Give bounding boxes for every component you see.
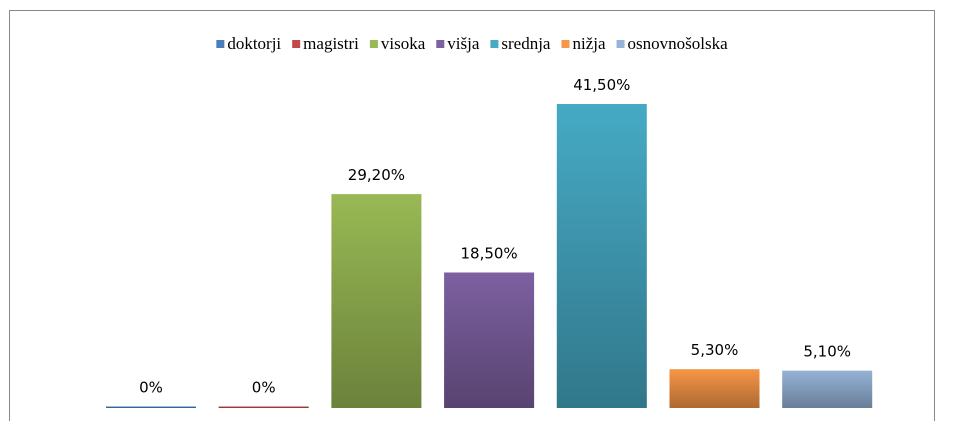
bar-shading: [444, 272, 535, 408]
legend-label: magistri: [303, 34, 359, 53]
bar-shading: [331, 194, 422, 408]
legend-swatch: [436, 40, 445, 48]
legend-label: visoka: [381, 34, 426, 53]
data-label: 0%: [139, 379, 163, 397]
legend-swatch: [561, 40, 570, 48]
legend-swatch: [292, 40, 301, 48]
bar-shading: [218, 406, 309, 408]
data-label: 29,20%: [348, 166, 405, 184]
legend-label: višja: [447, 34, 480, 53]
legend-swatch: [369, 40, 378, 48]
data-label: 41,50%: [573, 76, 630, 94]
bar-shading: [556, 104, 647, 408]
legend-label: nižja: [572, 34, 605, 53]
legend-label: srednja: [501, 34, 551, 53]
legend-swatch: [216, 40, 225, 48]
bar-shading: [669, 369, 760, 408]
legend-label: doktorji: [227, 34, 281, 53]
legend-swatch: [616, 40, 625, 48]
data-label: 5,10%: [803, 343, 851, 361]
bar-shading: [106, 406, 196, 408]
bar-shading: [782, 370, 873, 408]
legend-label: osnovnošolska: [628, 34, 729, 53]
data-label: 18,50%: [460, 244, 517, 262]
legend-swatch: [490, 40, 499, 48]
data-label: 5,30%: [691, 341, 739, 359]
data-label: 0%: [252, 379, 276, 397]
